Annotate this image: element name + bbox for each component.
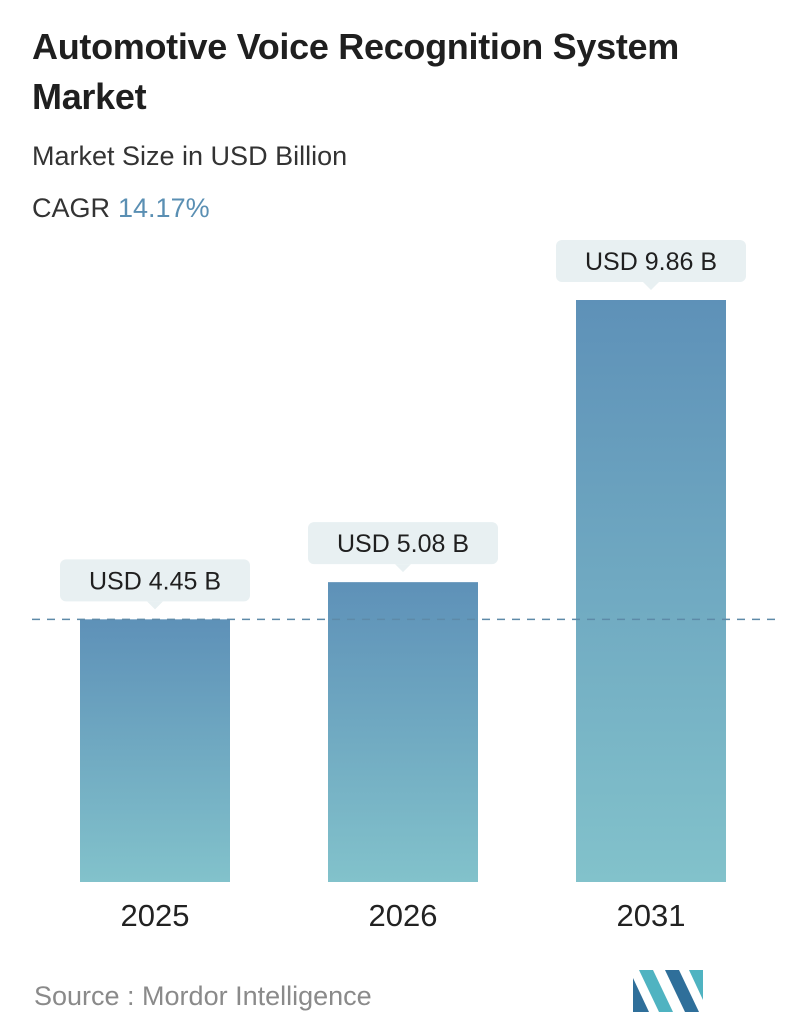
data-label: USD 4.45 B	[89, 567, 221, 595]
bar-2026	[328, 582, 478, 882]
x-tick-label: 2025	[121, 898, 190, 933]
x-tick-label: 2026	[369, 898, 438, 933]
data-label: USD 5.08 B	[337, 530, 469, 558]
data-label-bubble: USD 4.45 B	[60, 559, 250, 610]
cagr-value: 14.17%	[118, 193, 210, 223]
bar-2031	[576, 300, 726, 882]
data-label-bubble: USD 9.86 B	[556, 240, 746, 290]
source-credit: Source : Mordor Intelligence	[34, 981, 372, 1011]
x-tick-label: 2031	[617, 898, 686, 933]
mordor-intelligence-logo-icon	[633, 970, 703, 1012]
data-label-bubble: USD 5.08 B	[308, 522, 498, 573]
cagr-label: CAGR	[32, 193, 111, 223]
data-label: USD 9.86 B	[585, 248, 717, 276]
cagr-line: CAGR 14.17%	[32, 190, 210, 226]
bar-2025	[80, 619, 230, 882]
chart-subtitle: Market Size in USD Billion	[32, 141, 348, 171]
chart-title: Automotive Voice Recognition System Mark…	[32, 26, 679, 117]
